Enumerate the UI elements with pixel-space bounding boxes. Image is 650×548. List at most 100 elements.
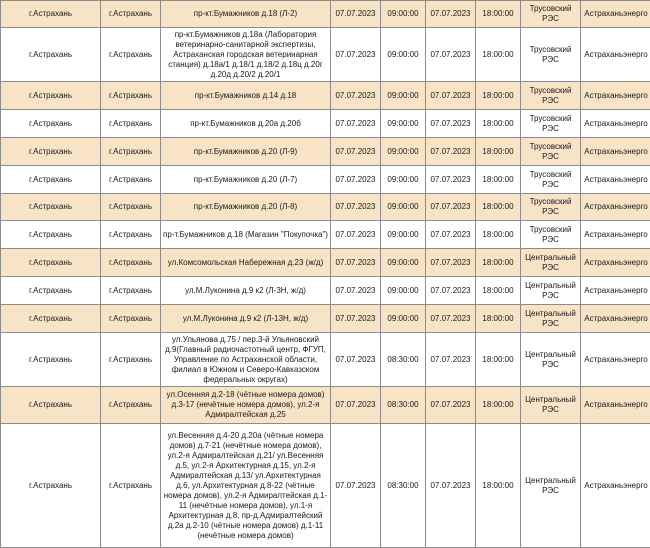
cell-region: г.Астрахань bbox=[1, 333, 101, 387]
cell-end-date: 07.07.2023 bbox=[426, 305, 476, 333]
cell-org: Астраханьэнерго bbox=[581, 166, 650, 194]
cell-res: Трусовский РЭС bbox=[521, 110, 581, 138]
table-row: г.Астрахань г.Астрахань пр-кт.Бумажников… bbox=[1, 110, 650, 138]
cell-end-date: 07.07.2023 bbox=[426, 194, 476, 221]
cell-region: г.Астрахань bbox=[1, 387, 101, 424]
cell-start-date: 07.07.2023 bbox=[331, 221, 381, 249]
cell-start-date: 07.07.2023 bbox=[331, 305, 381, 333]
cell-end-time: 18:00:00 bbox=[476, 333, 521, 387]
cell-res: Трусовский РЭС bbox=[521, 166, 581, 194]
cell-org: Астраханьэнерго bbox=[581, 110, 650, 138]
cell-end-time: 18:00:00 bbox=[476, 1, 521, 28]
cell-start-date: 07.07.2023 bbox=[331, 249, 381, 277]
cell-org: Астраханьэнерго bbox=[581, 305, 650, 333]
cell-res: Трусовский РЭС bbox=[521, 28, 581, 82]
cell-end-date: 07.07.2023 bbox=[426, 1, 476, 28]
cell-res: Трусовский РЭС bbox=[521, 82, 581, 110]
table-row: г.Астрахань г.Астрахань ул.Осенняя д.2-1… bbox=[1, 387, 650, 424]
cell-city: г.Астрахань bbox=[101, 424, 161, 548]
table-row: г.Астрахань г.Астрахань пр-кт.Бумажников… bbox=[1, 166, 650, 194]
cell-address: пр-кт.Бумажников д.20 (Л-8) bbox=[161, 194, 331, 221]
cell-region: г.Астрахань bbox=[1, 249, 101, 277]
cell-end-time: 18:00:00 bbox=[476, 305, 521, 333]
cell-city: г.Астрахань bbox=[101, 1, 161, 28]
cell-start-date: 07.07.2023 bbox=[331, 138, 381, 166]
cell-org: Астраханьэнерго bbox=[581, 1, 650, 28]
cell-end-time: 18:00:00 bbox=[476, 82, 521, 110]
cell-address: ул.Осенняя д.2-18 (чётные номера домов) … bbox=[161, 387, 331, 424]
cell-start-date: 07.07.2023 bbox=[331, 194, 381, 221]
cell-start-date: 07.07.2023 bbox=[331, 28, 381, 82]
cell-start-date: 07.07.2023 bbox=[331, 333, 381, 387]
cell-start-time: 08:30:00 bbox=[381, 387, 426, 424]
cell-end-time: 18:00:00 bbox=[476, 110, 521, 138]
cell-org: Астраханьэнерго bbox=[581, 249, 650, 277]
cell-address: пр-кт.Бумажников д.20 (Л-7) bbox=[161, 166, 331, 194]
table-row: г.Астрахань г.Астрахань ул.Комсомольская… bbox=[1, 249, 650, 277]
cell-region: г.Астрахань bbox=[1, 1, 101, 28]
cell-end-time: 18:00:00 bbox=[476, 166, 521, 194]
cell-start-time: 08:30:00 bbox=[381, 333, 426, 387]
cell-region: г.Астрахань bbox=[1, 221, 101, 249]
table-row: г.Астрахань г.Астрахань ул.М.Луконина д.… bbox=[1, 305, 650, 333]
cell-start-time: 09:00:00 bbox=[381, 166, 426, 194]
cell-end-date: 07.07.2023 bbox=[426, 82, 476, 110]
cell-address: пр-кт.Бумажников д.20 (Л-9) bbox=[161, 138, 331, 166]
cell-start-date: 07.07.2023 bbox=[331, 424, 381, 548]
cell-city: г.Астрахань bbox=[101, 277, 161, 305]
cell-org: Астраханьэнерго bbox=[581, 138, 650, 166]
cell-start-time: 09:00:00 bbox=[381, 221, 426, 249]
cell-start-time: 08:30:00 bbox=[381, 424, 426, 548]
cell-end-date: 07.07.2023 bbox=[426, 110, 476, 138]
table-row: г.Астрахань г.Астрахань пр-кт.Бумажников… bbox=[1, 1, 650, 28]
cell-start-time: 09:00:00 bbox=[381, 82, 426, 110]
cell-city: г.Астрахань bbox=[101, 194, 161, 221]
cell-res: Трусовский РЭС bbox=[521, 194, 581, 221]
cell-city: г.Астрахань bbox=[101, 138, 161, 166]
table-row: г.Астрахань г.Астрахань пр-т.Бумажников … bbox=[1, 221, 650, 249]
cell-org: Астраханьэнерго bbox=[581, 277, 650, 305]
cell-end-date: 07.07.2023 bbox=[426, 424, 476, 548]
cell-start-date: 07.07.2023 bbox=[331, 1, 381, 28]
cell-start-time: 09:00:00 bbox=[381, 110, 426, 138]
cell-address: пр-кт.Бумажников д.18а (Лаборатория вете… bbox=[161, 28, 331, 82]
cell-region: г.Астрахань bbox=[1, 277, 101, 305]
cell-end-time: 18:00:00 bbox=[476, 249, 521, 277]
cell-start-time: 09:00:00 bbox=[381, 28, 426, 82]
cell-res: Центральный РЭС bbox=[521, 305, 581, 333]
cell-city: г.Астрахань bbox=[101, 166, 161, 194]
cell-end-date: 07.07.2023 bbox=[426, 333, 476, 387]
table-row: г.Астрахань г.Астрахань ул.Ульянова д.75… bbox=[1, 333, 650, 387]
cell-region: г.Астрахань bbox=[1, 166, 101, 194]
cell-start-time: 09:00:00 bbox=[381, 249, 426, 277]
cell-city: г.Астрахань bbox=[101, 110, 161, 138]
cell-start-time: 09:00:00 bbox=[381, 277, 426, 305]
cell-end-time: 18:00:00 bbox=[476, 194, 521, 221]
table-row: г.Астрахань г.Астрахань пр-кт.Бумажников… bbox=[1, 138, 650, 166]
cell-address: ул.М.Луконина д.9 к2 (Л-3Н, ж/д) bbox=[161, 277, 331, 305]
cell-end-date: 07.07.2023 bbox=[426, 166, 476, 194]
cell-end-time: 18:00:00 bbox=[476, 28, 521, 82]
cell-end-date: 07.07.2023 bbox=[426, 221, 476, 249]
cell-res: Центральный РЭС bbox=[521, 333, 581, 387]
table-row: г.Астрахань г.Астрахань ул.Весенняя д.4-… bbox=[1, 424, 650, 548]
table-row: г.Астрахань г.Астрахань пр-кт.Бумажников… bbox=[1, 28, 650, 82]
cell-end-date: 07.07.2023 bbox=[426, 28, 476, 82]
cell-start-time: 09:00:00 bbox=[381, 305, 426, 333]
cell-org: Астраханьэнерго bbox=[581, 333, 650, 387]
cell-city: г.Астрахань bbox=[101, 387, 161, 424]
cell-address: пр-кт.Бумажников д.18 (Л-2) bbox=[161, 1, 331, 28]
cell-org: Астраханьэнерго bbox=[581, 424, 650, 548]
cell-end-time: 18:00:00 bbox=[476, 277, 521, 305]
cell-start-date: 07.07.2023 bbox=[331, 166, 381, 194]
cell-res: Центральный РЭС bbox=[521, 249, 581, 277]
cell-region: г.Астрахань bbox=[1, 82, 101, 110]
cell-region: г.Астрахань bbox=[1, 305, 101, 333]
cell-start-date: 07.07.2023 bbox=[331, 82, 381, 110]
cell-city: г.Астрахань bbox=[101, 305, 161, 333]
cell-start-time: 09:00:00 bbox=[381, 138, 426, 166]
cell-end-date: 07.07.2023 bbox=[426, 387, 476, 424]
cell-address: пр-кт.Бумажников д.20а д.20б bbox=[161, 110, 331, 138]
cell-start-date: 07.07.2023 bbox=[331, 277, 381, 305]
